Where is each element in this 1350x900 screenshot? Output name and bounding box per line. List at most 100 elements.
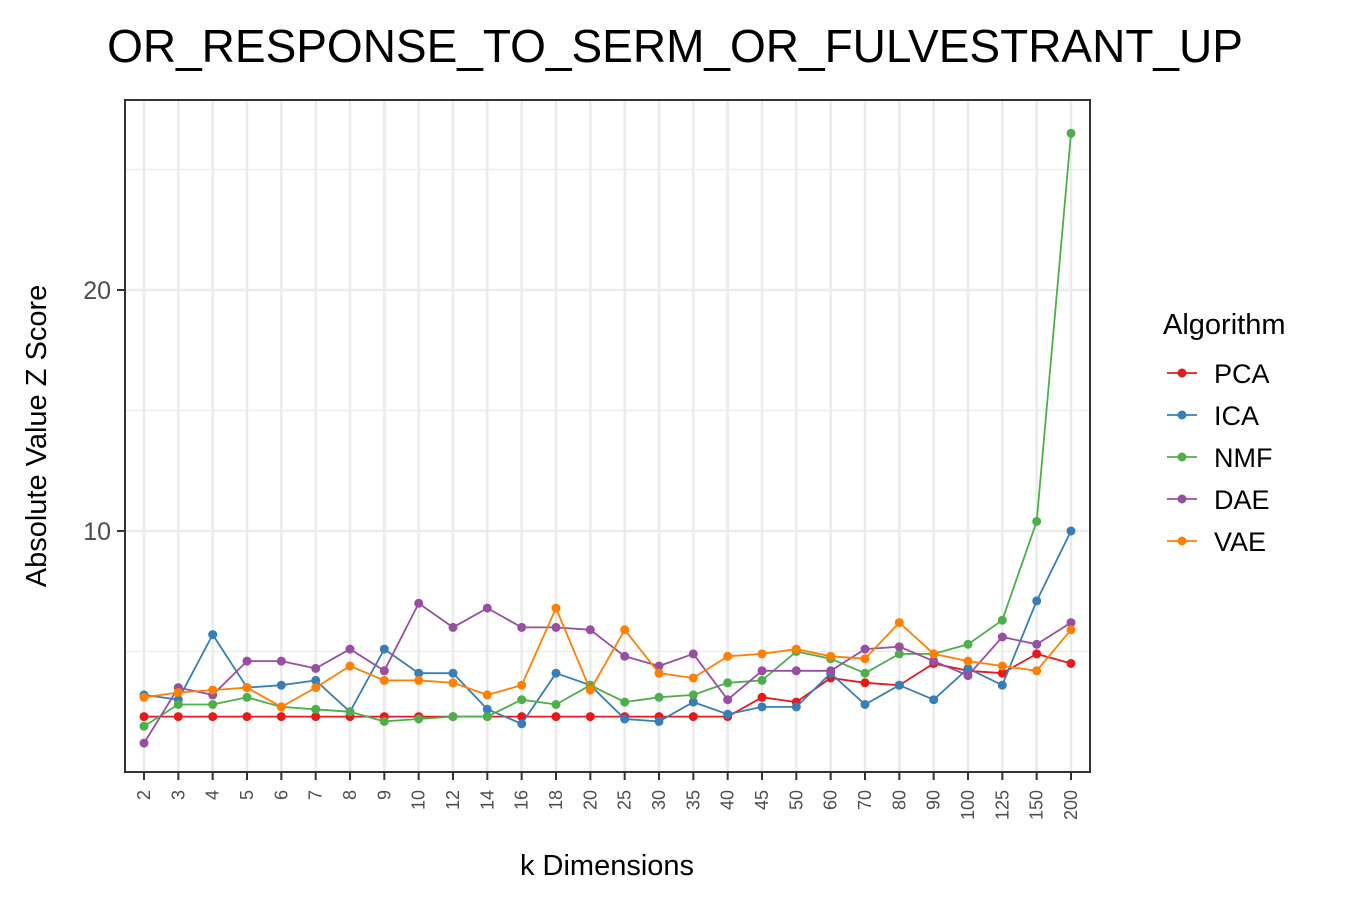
- data-point-pca: [585, 712, 595, 722]
- data-point-nmf: [242, 692, 252, 702]
- chart-title: OR_RESPONSE_TO_SERM_OR_FULVESTRANT_UP: [107, 20, 1243, 72]
- data-point-pca: [997, 668, 1007, 678]
- data-point-vae: [414, 675, 424, 685]
- data-point-dae: [311, 663, 321, 673]
- data-point-nmf: [620, 697, 630, 707]
- legend-title: Algorithm: [1163, 309, 1286, 341]
- data-point-nmf: [1032, 516, 1042, 526]
- x-tick-label: 16: [512, 790, 532, 810]
- data-point-pca: [242, 712, 252, 722]
- data-point-ica: [1066, 526, 1076, 536]
- data-point-dae: [276, 656, 286, 666]
- data-point-ica: [1032, 596, 1042, 606]
- data-point-vae: [276, 702, 286, 712]
- data-point-vae: [448, 678, 458, 688]
- data-point-vae: [517, 680, 527, 690]
- data-point-nmf: [173, 700, 183, 709]
- legend-key-point: [1177, 410, 1187, 420]
- legend: Algorithm PCA ICA NMF DAE VAE: [1163, 309, 1286, 557]
- data-point-vae: [620, 625, 630, 635]
- data-point-pca: [1032, 649, 1042, 659]
- legend-item-vae: VAE: [1167, 527, 1266, 557]
- data-point-nmf: [688, 690, 698, 700]
- x-tick-label: 125: [992, 790, 1012, 820]
- data-point-vae: [654, 668, 664, 678]
- data-point-dae: [414, 598, 424, 608]
- x-tick-label: 5: [237, 790, 257, 800]
- data-point-dae: [585, 625, 595, 635]
- data-point-dae: [482, 603, 492, 613]
- x-tick-label: 18: [546, 790, 566, 810]
- data-point-nmf: [482, 712, 492, 722]
- data-point-vae: [1066, 625, 1076, 635]
- legend-key-point: [1177, 452, 1187, 462]
- data-point-dae: [1032, 639, 1042, 649]
- data-point-ica: [448, 668, 458, 678]
- data-point-vae: [208, 685, 218, 695]
- data-point-ica: [997, 680, 1007, 690]
- data-point-nmf: [448, 712, 458, 722]
- data-point-dae: [139, 738, 149, 748]
- data-point-vae: [723, 651, 733, 661]
- data-point-nmf: [894, 649, 904, 659]
- data-point-pca: [517, 712, 527, 722]
- legend-label: PCA: [1214, 359, 1270, 389]
- data-point-ica: [654, 716, 664, 726]
- legend-item-pca: PCA: [1167, 359, 1270, 389]
- data-point-dae: [688, 649, 698, 659]
- x-tick-label: 25: [615, 790, 635, 810]
- x-tick-label: 30: [649, 790, 669, 810]
- x-tick-label: 6: [271, 790, 291, 800]
- data-point-pca: [311, 712, 321, 722]
- data-point-nmf: [208, 700, 218, 709]
- data-point-dae: [723, 695, 733, 705]
- data-point-vae: [173, 688, 183, 697]
- x-tick-label: 90: [924, 790, 944, 810]
- data-point-vae: [688, 673, 698, 683]
- legend-label: ICA: [1214, 401, 1259, 431]
- data-point-vae: [757, 649, 767, 659]
- data-point-dae: [551, 622, 561, 632]
- data-point-nmf: [551, 700, 561, 709]
- data-point-vae: [242, 683, 252, 693]
- data-point-dae: [242, 656, 252, 666]
- data-point-nmf: [723, 678, 733, 688]
- series-line-vae: [143, 605, 1072, 708]
- plot-border: [124, 99, 1091, 773]
- y-axis-title: Absolute Value Z Score: [21, 285, 53, 588]
- data-point-ica: [929, 695, 939, 705]
- data-point-nmf: [139, 721, 149, 731]
- x-tick-label: 14: [477, 790, 497, 810]
- data-point-vae: [585, 685, 595, 695]
- data-point-vae: [311, 683, 321, 693]
- data-point-vae: [929, 649, 939, 659]
- data-point-ica: [208, 630, 218, 640]
- data-point-dae: [620, 651, 630, 661]
- data-point-pca: [1066, 659, 1076, 668]
- data-point-pca: [276, 712, 286, 722]
- data-point-nmf: [757, 675, 767, 685]
- legend-label: DAE: [1214, 485, 1270, 515]
- data-point-nmf: [997, 615, 1007, 625]
- data-point-vae: [791, 644, 801, 654]
- data-point-nmf: [345, 707, 355, 717]
- data-point-ica: [791, 702, 801, 712]
- legend-item-nmf: NMF: [1167, 443, 1272, 473]
- data-point-nmf: [517, 695, 527, 705]
- x-axis-title: k Dimensions: [520, 850, 694, 882]
- data-point-dae: [448, 622, 458, 632]
- x-tick-label: 7: [306, 790, 326, 800]
- data-point-nmf: [963, 639, 973, 649]
- x-tick-label: 100: [958, 790, 978, 820]
- x-tick-label: 2: [134, 790, 154, 800]
- series-line-ica: [143, 530, 1072, 725]
- data-point-dae: [1066, 618, 1076, 628]
- series-line-pca: [144, 652, 1072, 718]
- x-tick-label: 200: [1061, 790, 1081, 820]
- data-point-pca: [173, 712, 183, 722]
- data-point-ica: [894, 680, 904, 690]
- series-line-dae: [143, 601, 1072, 744]
- data-point-nmf: [654, 692, 664, 702]
